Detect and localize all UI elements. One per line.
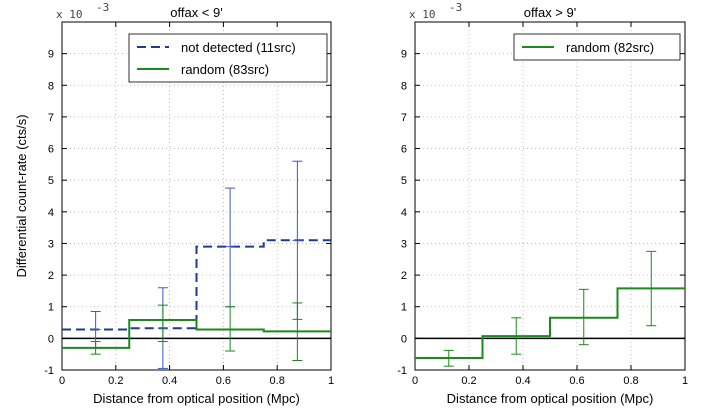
x-tick-label: 1	[328, 375, 334, 387]
y-tick-label: -1	[44, 365, 54, 377]
legend-label: random (82src)	[566, 40, 654, 55]
y-multiplier-label: x 10	[409, 8, 436, 21]
y-tick-label: 1	[401, 302, 407, 314]
y-tick-label: 7	[401, 112, 407, 124]
x-tick-label: 0.8	[623, 375, 638, 387]
y-multiplier-label: x 10	[56, 8, 83, 21]
y-tick-label: 5	[48, 175, 54, 187]
x-tick-label: 0.2	[108, 375, 123, 387]
series-step-random	[415, 287, 685, 359]
y-tick-label: 2	[401, 270, 407, 282]
y-tick-label: 7	[48, 112, 54, 124]
chart-panel-1: 0 0.2 0.4 0.6 0.8 1 -1 0 1 2 3 4 5 6 7 8 9 x 10 -3 offax < …	[14, 1, 334, 406]
y-axis-label: Differential count-rate (cts/s)	[14, 114, 29, 277]
y-tick-label: 0	[401, 333, 407, 345]
y-tick-label: 6	[401, 144, 407, 156]
x-tick-label: 0.8	[270, 375, 285, 387]
chart-title: offax > 9'	[524, 5, 576, 20]
plot-frame	[61, 21, 332, 371]
x-axis-label: Distance from optical position (Mpc)	[447, 391, 654, 406]
legend-box	[128, 33, 328, 83]
chart-panel-2: 0 0.2 0.4 0.6 0.8 1 -1 0 1 2 3 4 5 6 7 8 9 x 10 -3 offax > …	[397, 1, 688, 406]
x-tick-label: 0	[412, 375, 418, 387]
y-tick-label: 3	[48, 238, 54, 250]
y-tick-label: 4	[401, 207, 407, 219]
y-tick-label: 5	[401, 175, 407, 187]
series-step-not-detected	[62, 239, 331, 331]
y-tick-label: 1	[48, 302, 54, 314]
plot-frame	[414, 21, 686, 371]
x-tick-label: 0.6	[569, 375, 584, 387]
x-tick-label: 0	[59, 375, 65, 387]
x-tick-label: 0.6	[216, 375, 231, 387]
y-tick-label: 6	[48, 144, 54, 156]
y-tick-label: -1	[397, 365, 407, 377]
y-multiplier-exponent: -3	[96, 1, 109, 14]
y-multiplier-exponent: -3	[449, 1, 462, 14]
x-tick-label: 0.2	[461, 375, 476, 387]
y-tick-label: 9	[48, 49, 54, 61]
y-tick-label: 8	[401, 80, 407, 92]
x-tick-label: 0.4	[515, 375, 530, 387]
series-step-random	[62, 319, 331, 349]
y-tick-label: 9	[401, 49, 407, 61]
x-tick-label: 0.4	[162, 375, 177, 387]
y-tick-label: 3	[401, 238, 407, 250]
y-tick-label: 8	[48, 80, 54, 92]
legend-label: not detected (11src)	[181, 40, 296, 55]
y-tick-label: 2	[48, 270, 54, 282]
x-axis-label: Distance from optical position (Mpc)	[93, 391, 300, 406]
chart-title: offax < 9'	[170, 5, 222, 20]
y-tick-label: 4	[48, 207, 54, 219]
y-tick-label: 0	[48, 333, 54, 345]
x-tick-label: 1	[682, 375, 688, 387]
legend-label: random (83src)	[181, 62, 269, 77]
